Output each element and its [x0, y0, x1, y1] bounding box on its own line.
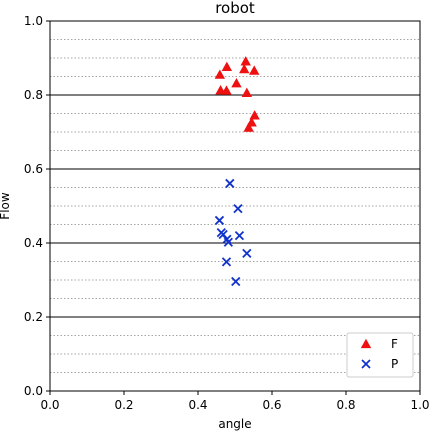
y-tick-label: 0.4 [24, 236, 43, 250]
x-tick-label: 1.0 [410, 398, 429, 412]
series-f-point [231, 77, 242, 88]
data-points [214, 56, 260, 287]
legend-label-f: F [391, 337, 398, 351]
legend-marker-f [360, 338, 372, 349]
series-f-point [241, 87, 253, 97]
series-f-point [243, 122, 254, 132]
chart-title: robot [215, 0, 255, 17]
series-f-point [214, 69, 226, 79]
series-p-point [231, 276, 241, 287]
legend-marker-p [361, 359, 371, 369]
x-tick-label: 0.6 [262, 398, 281, 412]
series-f-point [221, 61, 233, 72]
series-p-point [214, 215, 225, 226]
y-axis-ticks: 0.0 0.2 0.4 0.6 0.8 1.0 [24, 14, 50, 398]
series-f-point [249, 110, 260, 120]
x-tick-label: 0.4 [188, 398, 207, 412]
series-p-point [233, 203, 243, 214]
series-p-point [242, 248, 252, 258]
series-f-point [239, 63, 250, 74]
legend-box [346, 332, 414, 378]
series-f-point [249, 65, 260, 75]
grid [50, 39, 420, 373]
x-tick-label: 0.8 [336, 398, 355, 412]
plot-frame [49, 20, 421, 392]
series-f-point [240, 56, 251, 66]
series-p-point [234, 230, 245, 241]
y-tick-label: 0.8 [24, 88, 43, 102]
x-axis-ticks: 0.0 0.2 0.4 0.6 0.8 1.0 [40, 391, 429, 412]
y-tick-label: 0.2 [24, 310, 43, 324]
series-p-point [225, 178, 235, 189]
series-f-point [221, 85, 232, 95]
legend-label-p: P [391, 357, 398, 371]
y-tick-label: 0.6 [24, 162, 43, 176]
series-p-point [223, 237, 233, 247]
legend: FP [346, 332, 414, 378]
x-axis-label: angle [218, 417, 251, 431]
y-axis-label: Flow [0, 192, 12, 220]
y-tick-label: 1.0 [24, 14, 43, 28]
y-tick-label: 0.0 [24, 384, 43, 398]
x-tick-label: 0.0 [40, 398, 59, 412]
x-tick-label: 0.2 [114, 398, 133, 412]
series-p-point [221, 257, 232, 267]
